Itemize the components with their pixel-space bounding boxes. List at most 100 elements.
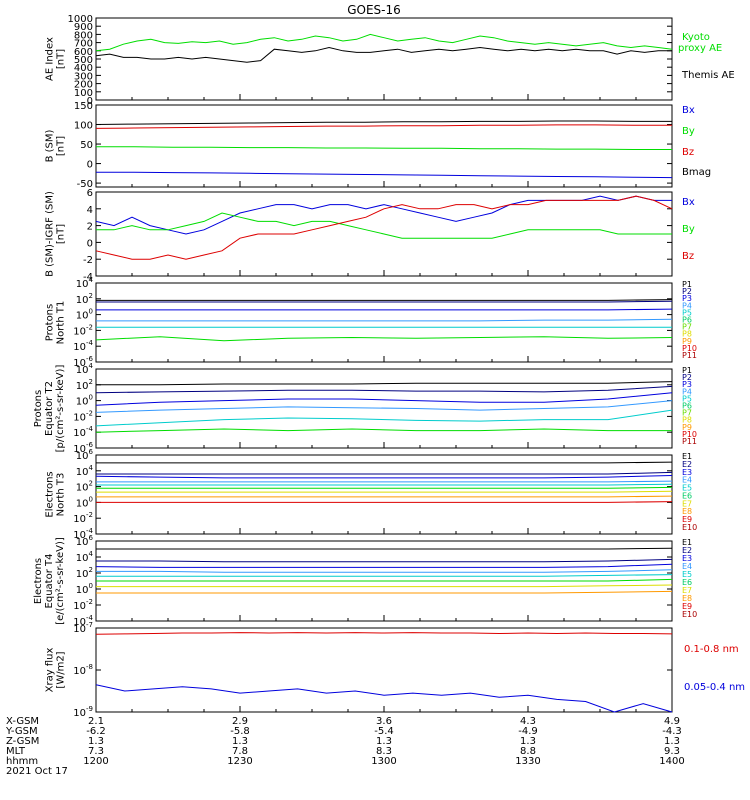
footer-value: 1.3 (664, 736, 680, 747)
legend-p11: P11 (682, 351, 697, 360)
legend-by: By (682, 126, 695, 137)
series-e5 (96, 483, 673, 486)
legend-e7: E7 (682, 499, 692, 508)
legend-p1: P1 (682, 366, 692, 375)
legend-p3: P3 (682, 294, 692, 303)
footer-value: -6.2 (86, 726, 106, 737)
footer-value: 1.3 (520, 736, 536, 747)
legend-e3: E3 (682, 554, 692, 563)
series-themis-ae (95, 46, 672, 63)
series-0-05-0-4-nm (95, 684, 673, 713)
y-axis-label: ProtonsEquator T2[p/(cm²-s-sr-keV)] (33, 365, 66, 453)
y-tick-label: 104 (76, 362, 94, 376)
footer-value: 1.3 (88, 736, 104, 747)
footer-value: 4.9 (664, 716, 680, 727)
y-tick-label: 150 (74, 101, 93, 112)
y-tick-label: 4 (87, 205, 93, 216)
footer-value: 2.9 (232, 716, 248, 727)
series-p2 (95, 385, 673, 394)
legend-themis-ae: Themis AE (681, 70, 735, 81)
series-bz (95, 124, 672, 129)
legend-e10: E10 (682, 610, 697, 619)
footer-value: -4.9 (518, 726, 538, 737)
y-tick-label: 6 (87, 188, 93, 199)
legend-bz: Bz (682, 251, 694, 262)
legend-p10: P10 (682, 344, 697, 353)
footer-value: 9.3 (664, 746, 680, 757)
legend-p1: P1 (682, 280, 692, 289)
legend-0-1-0-8-nm: 0.1-0.8 nm (684, 644, 739, 655)
y-axis-label: ElectronsNorth T3 (45, 471, 67, 517)
legend-p4: P4 (682, 387, 692, 396)
legend-p9: P9 (682, 423, 692, 432)
y-tick-label: 102 (76, 480, 93, 494)
series-p4 (95, 400, 673, 413)
legend-e9: E9 (682, 602, 692, 611)
y-tick-label: 700 (74, 39, 93, 50)
footer-value: 8.3 (376, 746, 392, 757)
legend-e6: E6 (682, 491, 692, 500)
footer-label: Y-GSM (5, 726, 38, 737)
series-kyoto-proxy-ae (95, 33, 673, 52)
series-e7 (96, 584, 673, 588)
legend-p8: P8 (682, 416, 692, 425)
footer-label: Z-GSM (6, 736, 39, 747)
legend-e1: E1 (682, 538, 692, 547)
series-e3 (95, 475, 673, 479)
y-tick-label: 102 (76, 292, 93, 306)
legend-bmag: Bmag (682, 167, 711, 178)
panel-frame (95, 282, 673, 363)
legend-0-05-0-4-nm: 0.05-0.4 nm (684, 682, 745, 693)
y-tick-label: 300 (74, 71, 93, 82)
series-e2 (96, 471, 673, 475)
legend-e2: E2 (682, 460, 692, 469)
y-tick-label: 100 (76, 308, 93, 322)
y-tick-label: -4 (83, 272, 93, 283)
y-tick-label: 104 (76, 276, 94, 290)
series-e7 (96, 490, 673, 493)
y-tick-label: 200 (74, 80, 93, 91)
legend-e9: E9 (682, 515, 692, 524)
footer-ephemeris: X-GSM 2.1 2.9 3.6 4.3 4.9 Y-GSM -6.2 -5.8 -5.4 -4.… (5, 716, 685, 777)
footer-value: 1330 (515, 756, 540, 767)
legend-e8: E8 (682, 594, 692, 603)
panel-2: -50 0 50 100 150 B (SM)[nT] Bx By Bz Bmag (45, 101, 712, 190)
y-axis-label: ProtonsNorth T1 (45, 301, 67, 345)
series-p4 (96, 318, 673, 322)
footer-value: 1400 (659, 756, 684, 767)
legend-p9: P9 (682, 337, 692, 346)
y-tick-label: 400 (74, 63, 93, 74)
legend-e4: E4 (682, 476, 692, 485)
y-tick-label: -2 (83, 255, 93, 266)
series-p1 (96, 381, 673, 386)
series-by (96, 146, 672, 150)
series-bx (96, 171, 673, 179)
y-tick-label: 600 (74, 47, 93, 58)
series-bz (95, 195, 673, 260)
y-tick-label: 0 (87, 160, 93, 171)
series-p6 (95, 428, 672, 433)
y-tick-label: 0 (87, 96, 93, 107)
legend-kyoto-proxy-ae: Kyoto proxy AE (678, 32, 722, 54)
series-p3 (95, 392, 673, 406)
series-bmag (95, 120, 672, 125)
legend-e3: E3 (682, 468, 692, 477)
y-tick-label: 106 (76, 448, 94, 462)
legend-p6: P6 (682, 402, 692, 411)
footer-value: 1.3 (376, 736, 392, 747)
series-e9 (96, 501, 673, 503)
y-axis-label: B (SM)[nT] (45, 129, 67, 162)
y-tick-label: 800 (74, 30, 93, 41)
series-0-1-0-8-nm (95, 632, 673, 635)
y-tick-label: 50 (80, 140, 93, 151)
legend-e2: E2 (682, 546, 692, 555)
footer-value: 8.8 (520, 746, 536, 757)
footer-value: 7.3 (88, 746, 104, 757)
series-e6 (96, 578, 673, 582)
